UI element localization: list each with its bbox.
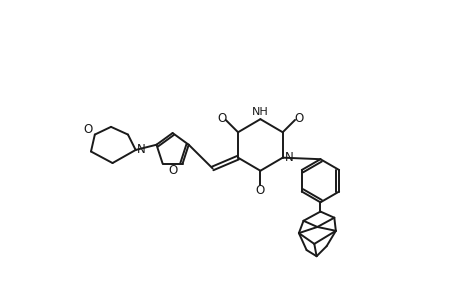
Text: O: O	[255, 184, 264, 197]
Text: O: O	[294, 112, 303, 125]
Text: N: N	[285, 151, 293, 164]
Text: O: O	[168, 164, 177, 177]
Text: O: O	[217, 112, 226, 125]
Text: NH: NH	[252, 107, 268, 117]
Text: O: O	[83, 123, 92, 136]
Text: N: N	[136, 143, 145, 157]
